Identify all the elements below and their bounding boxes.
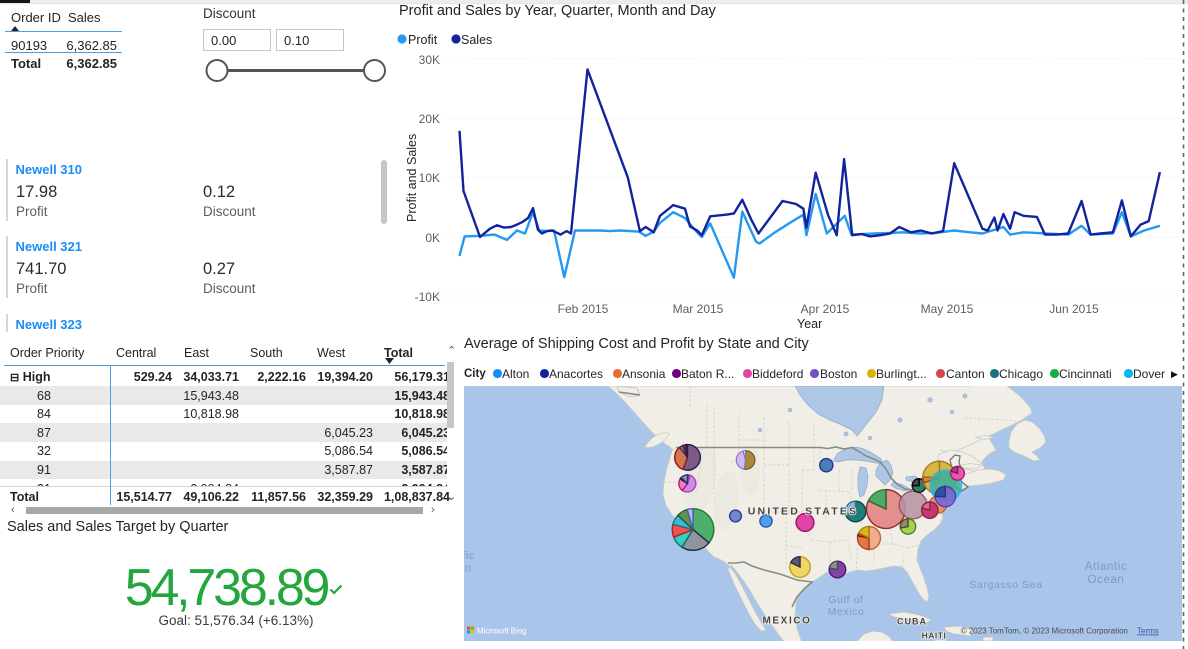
svg-text:Pacific: Pacific [464,550,475,562]
svg-text:CUBA: CUBA [897,617,927,627]
svg-text:Atlantic: Atlantic [1085,561,1128,573]
svg-text:Gulf of: Gulf of [828,594,863,606]
svg-text:UNITED STATES: UNITED STATES [748,506,858,518]
svg-text:Mexico: Mexico [828,606,865,618]
svg-text:Ocean: Ocean [1088,574,1125,586]
svg-text:Sargasso Sea: Sargasso Sea [969,579,1042,591]
svg-text:HAITI: HAITI [922,631,947,641]
svg-text:PR: PR [935,639,947,641]
svg-text:© 2023 TomTom, © 2023 Microsof: © 2023 TomTom, © 2023 Microsoft Corporat… [961,627,1128,636]
svg-text:Microsoft Bing: Microsoft Bing [477,627,526,636]
svg-text:Terms: Terms [1137,627,1159,636]
svg-text:MEXICO: MEXICO [762,616,811,627]
svg-text:Ocean: Ocean [464,563,472,575]
